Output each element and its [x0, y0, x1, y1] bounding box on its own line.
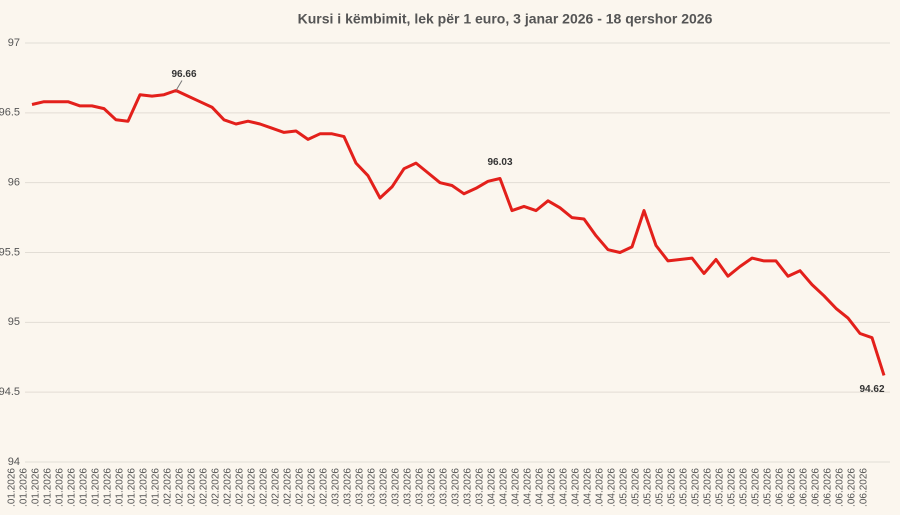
x-tick-label: .03.2026 [415, 468, 426, 507]
line [31, 89, 886, 376]
x-tick-label: .03.2026 [331, 468, 342, 507]
x-tick-label: .03.2026 [367, 468, 378, 507]
x-tick-label: .01.2026 [67, 468, 78, 507]
x-tick-label: .04.2026 [535, 468, 546, 507]
x-tick-label: .02.2026 [199, 468, 210, 507]
data-label: 94.62 [859, 384, 884, 395]
x-tick-label: .04.2026 [595, 468, 606, 507]
x-tick-label: .02.2026 [163, 468, 174, 507]
x-tick-label: .05.2026 [763, 468, 774, 507]
x-tick-label: .04.2026 [523, 468, 534, 507]
y-tick-label: 96.5 [0, 107, 20, 119]
y-tick-label: 95 [8, 316, 20, 328]
x-tick-label: .05.2026 [619, 468, 630, 507]
x-tick-label: .01.2026 [43, 468, 54, 507]
chart-title: Kursi i këmbimit, lek për 1 euro, 3 jana… [298, 11, 713, 27]
x-tick-label: .03.2026 [475, 468, 486, 507]
x-tick-label: .03.2026 [439, 468, 450, 507]
data-label: 96.03 [487, 157, 512, 168]
x-tick-label: .02.2026 [307, 468, 318, 507]
x-tick-label: .04.2026 [487, 468, 498, 507]
x-tick-label: .03.2026 [355, 468, 366, 507]
x-tick-label: .01.2026 [139, 468, 150, 507]
x-tick-label: .04.2026 [559, 468, 570, 507]
x-tick-label: .05.2026 [727, 468, 738, 507]
x-tick-label: .03.2026 [451, 468, 462, 507]
x-tick-label: .03.2026 [343, 468, 354, 507]
x-tick-label: .04.2026 [547, 468, 558, 507]
x-tick-label: .02.2026 [283, 468, 294, 507]
x-tick-label: .01.2026 [151, 468, 162, 507]
x-tick-label: .04.2026 [499, 468, 510, 507]
x-tick-label: .05.2026 [751, 468, 762, 507]
x-tick-label: .03.2026 [379, 468, 390, 507]
x-tick-label: .03.2026 [403, 468, 414, 507]
x-tick-label: .04.2026 [571, 468, 582, 507]
x-tick-label: .06.2026 [859, 468, 870, 507]
x-tick-label: .02.2026 [319, 468, 330, 507]
x-tick-label: .05.2026 [691, 468, 702, 507]
y-tick-label: 97 [8, 37, 20, 49]
x-tick-label: .04.2026 [607, 468, 618, 507]
x-tick-label: .01.2026 [115, 468, 126, 507]
x-tick-label: .06.2026 [775, 468, 786, 507]
x-tick-label: .05.2026 [655, 468, 666, 507]
x-tick-label: .03.2026 [427, 468, 438, 507]
x-tick-label: .01.2026 [31, 468, 42, 507]
x-tick-label: .02.2026 [175, 468, 186, 507]
x-tick-label: .05.2026 [715, 468, 726, 507]
x-tick-label: .02.2026 [259, 468, 270, 507]
y-tick-label: 94.5 [0, 386, 20, 398]
x-tick-label: .02.2026 [271, 468, 282, 507]
x-tick-label: .01.2026 [103, 468, 114, 507]
x-tick-label: .06.2026 [823, 468, 834, 507]
x-tick-label: .01.2026 [55, 468, 66, 507]
x-tick-label: .06.2026 [811, 468, 822, 507]
x-tick-label: .06.2026 [787, 468, 798, 507]
x-tick-label: .02.2026 [235, 468, 246, 507]
x-tick-label: .05.2026 [643, 468, 654, 507]
x-tick-label: .06.2026 [847, 468, 858, 507]
x-tick-label: .05.2026 [667, 468, 678, 507]
x-tick-label: .02.2026 [187, 468, 198, 507]
y-tick-label: 94 [8, 456, 20, 468]
x-tick-label: .05.2026 [679, 468, 690, 507]
x-tick-label: .02.2026 [223, 468, 234, 507]
x-tick-label: .02.2026 [247, 468, 258, 507]
x-tick-label: .03.2026 [391, 468, 402, 507]
leader-line [175, 80, 183, 91]
y-tick-label: 96 [8, 177, 20, 189]
y-tick-label: 95.5 [0, 246, 20, 258]
x-tick-label: .01.2026 [79, 468, 90, 507]
x-tick-label: .01.2026 [127, 468, 138, 507]
x-tick-label: .01.2026 [91, 468, 102, 507]
x-tick-label: .02.2026 [295, 468, 306, 507]
x-tick-label: .06.2026 [835, 468, 846, 507]
x-tick-label: .01.2026 [19, 468, 30, 507]
x-tick-label: .02.2026 [211, 468, 222, 507]
x-tick-label: .01.2026 [7, 468, 18, 507]
data-label: 96.66 [171, 69, 196, 80]
x-tick-label: .04.2026 [583, 468, 594, 507]
x-tick-label: .04.2026 [511, 468, 522, 507]
x-tick-label: .05.2026 [703, 468, 714, 507]
x-tick-label: .06.2026 [799, 468, 810, 507]
x-tick-label: .05.2026 [739, 468, 750, 507]
x-tick-label: .03.2026 [463, 468, 474, 507]
x-tick-label: .05.2026 [631, 468, 642, 507]
